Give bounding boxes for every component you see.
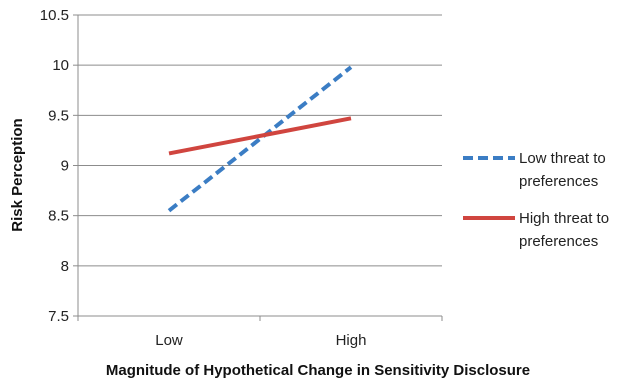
series-line xyxy=(168,116,352,156)
y-tick-label: 8 xyxy=(61,258,69,275)
legend-label: Low threat to xyxy=(519,150,606,167)
y-tick-label: 10 xyxy=(52,57,69,74)
y-axis-title: Risk Perception xyxy=(9,118,26,231)
legend-label: High threat to xyxy=(519,210,609,227)
axes xyxy=(73,14,443,321)
series-line xyxy=(167,65,353,213)
legend-label: preferences xyxy=(519,173,598,190)
y-tick-label: 9 xyxy=(61,158,69,175)
x-tick-label: High xyxy=(336,332,367,349)
legend-label: preferences xyxy=(519,233,598,250)
gridlines xyxy=(78,14,442,267)
x-tick-label: Low xyxy=(155,332,183,349)
y-tick-labels: 7.5 8 8.5 9 9.5 10 10.5 xyxy=(40,7,69,325)
series-lines xyxy=(167,65,353,213)
y-tick-label: 10.5 xyxy=(40,7,69,24)
x-tick-labels: Low High xyxy=(155,332,366,349)
y-tick-label: 7.5 xyxy=(48,308,69,325)
y-tick-label: 8.5 xyxy=(48,208,69,225)
y-tick-label: 9.5 xyxy=(48,107,69,124)
x-axis-title: Magnitude of Hypothetical Change in Sens… xyxy=(106,362,530,379)
legend: Low threat to preferences High threat to pr… xyxy=(463,150,609,250)
